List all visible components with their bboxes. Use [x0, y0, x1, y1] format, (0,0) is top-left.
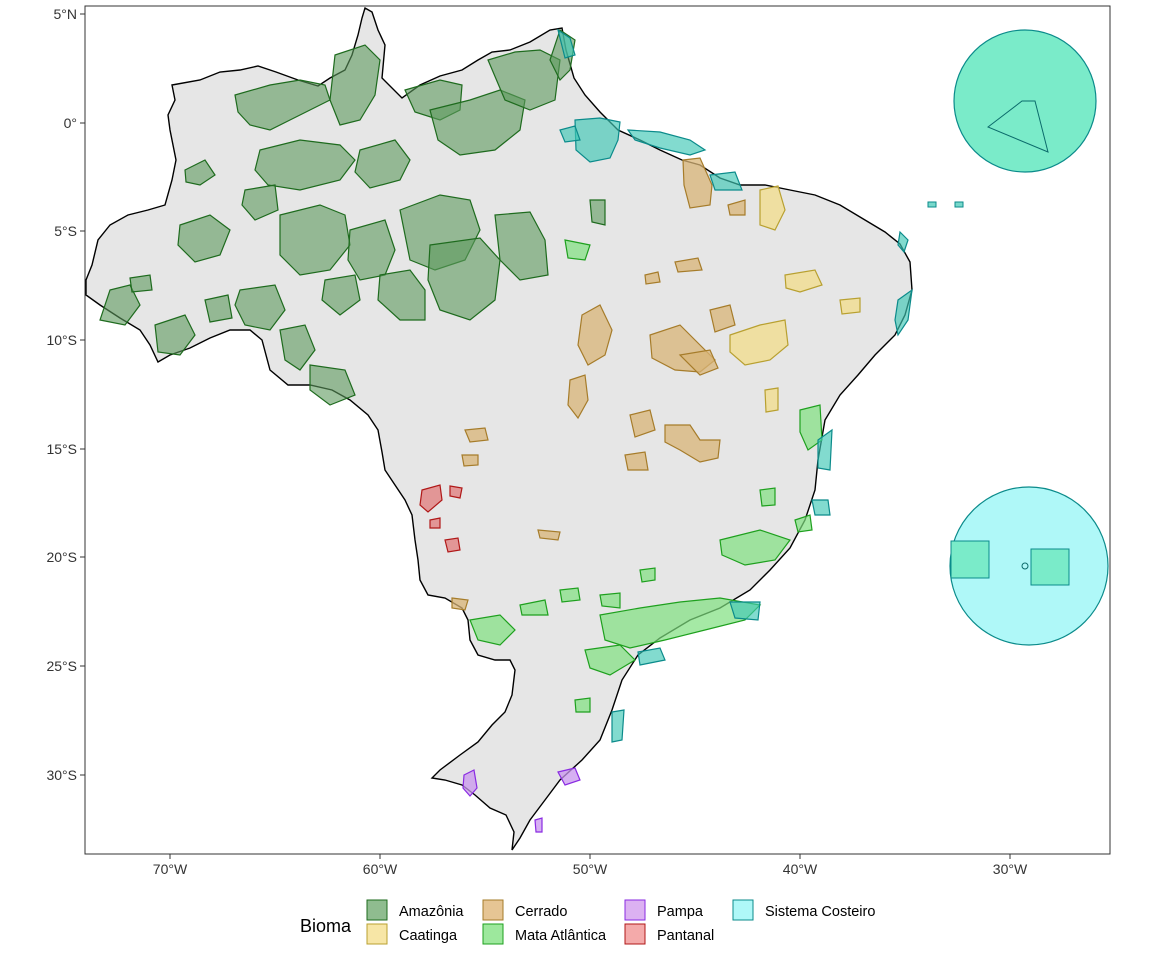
- pampa-areas: [462, 767, 581, 833]
- legend-key-swatch: [624, 923, 646, 945]
- x-tick-label: 60°W: [363, 861, 398, 877]
- legend-key-swatch: [624, 899, 646, 921]
- caatinga-areas: [729, 185, 861, 413]
- legend-key-swatch: [366, 923, 388, 945]
- legend-key-swatch: [482, 923, 504, 945]
- legend-key-label: Amazônia: [399, 904, 464, 920]
- legend-key-label: Cerrado: [515, 904, 567, 920]
- x-tick-label: 30°W: [993, 861, 1028, 877]
- inset-rect-right: [1030, 548, 1070, 586]
- costeiro-areas: [557, 28, 913, 743]
- inset-polygon-north: [987, 100, 1049, 153]
- pantanal-areas: [419, 484, 463, 553]
- legend-key-label: Sistema Costeiro: [765, 904, 875, 920]
- y-tick-label: 25°S: [46, 658, 77, 674]
- y-tick-label: 30°S: [46, 767, 77, 783]
- legend-key-label: Mata Atlântica: [515, 928, 607, 944]
- legend-key-swatch: [732, 899, 754, 921]
- y-tick-label: 10°S: [46, 332, 77, 348]
- legend-key-label: Pampa: [657, 904, 704, 920]
- y-tick-label: 5°N: [54, 6, 78, 22]
- legend-key-swatch: [366, 899, 388, 921]
- legend: Bioma Amazônia Caatinga Cerrado Mata Atlânt…: [300, 899, 875, 945]
- legend-title: Bioma: [300, 916, 352, 936]
- legend-key-label: Caatinga: [399, 928, 458, 944]
- legend-key-swatch: [482, 899, 504, 921]
- y-tick-label: 20°S: [46, 549, 77, 565]
- y-axis: 5°N 0° 5°S 10°S 15°S 20°S 25°S 30°S: [46, 6, 85, 783]
- y-tick-label: 5°S: [54, 223, 77, 239]
- x-tick-label: 40°W: [783, 861, 818, 877]
- x-tick-label: 70°W: [153, 861, 188, 877]
- cerrado-areas: [451, 157, 746, 611]
- atlantic-islands: [927, 201, 964, 208]
- inset-south: [949, 486, 1109, 646]
- y-tick-label: 0°: [64, 115, 77, 131]
- inset-islet: [1021, 562, 1029, 570]
- amazonia-areas: [99, 29, 606, 406]
- inset-circle-south: [949, 486, 1109, 646]
- mata-atlantica-areas: [469, 239, 823, 713]
- y-tick-label: 15°S: [46, 441, 77, 457]
- inset-north: [953, 29, 1097, 173]
- legend-key-label: Pantanal: [657, 928, 714, 944]
- inset-rect-left: [950, 540, 990, 579]
- x-axis: 70°W 60°W 50°W 40°W 30°W: [153, 854, 1028, 877]
- x-tick-label: 50°W: [573, 861, 608, 877]
